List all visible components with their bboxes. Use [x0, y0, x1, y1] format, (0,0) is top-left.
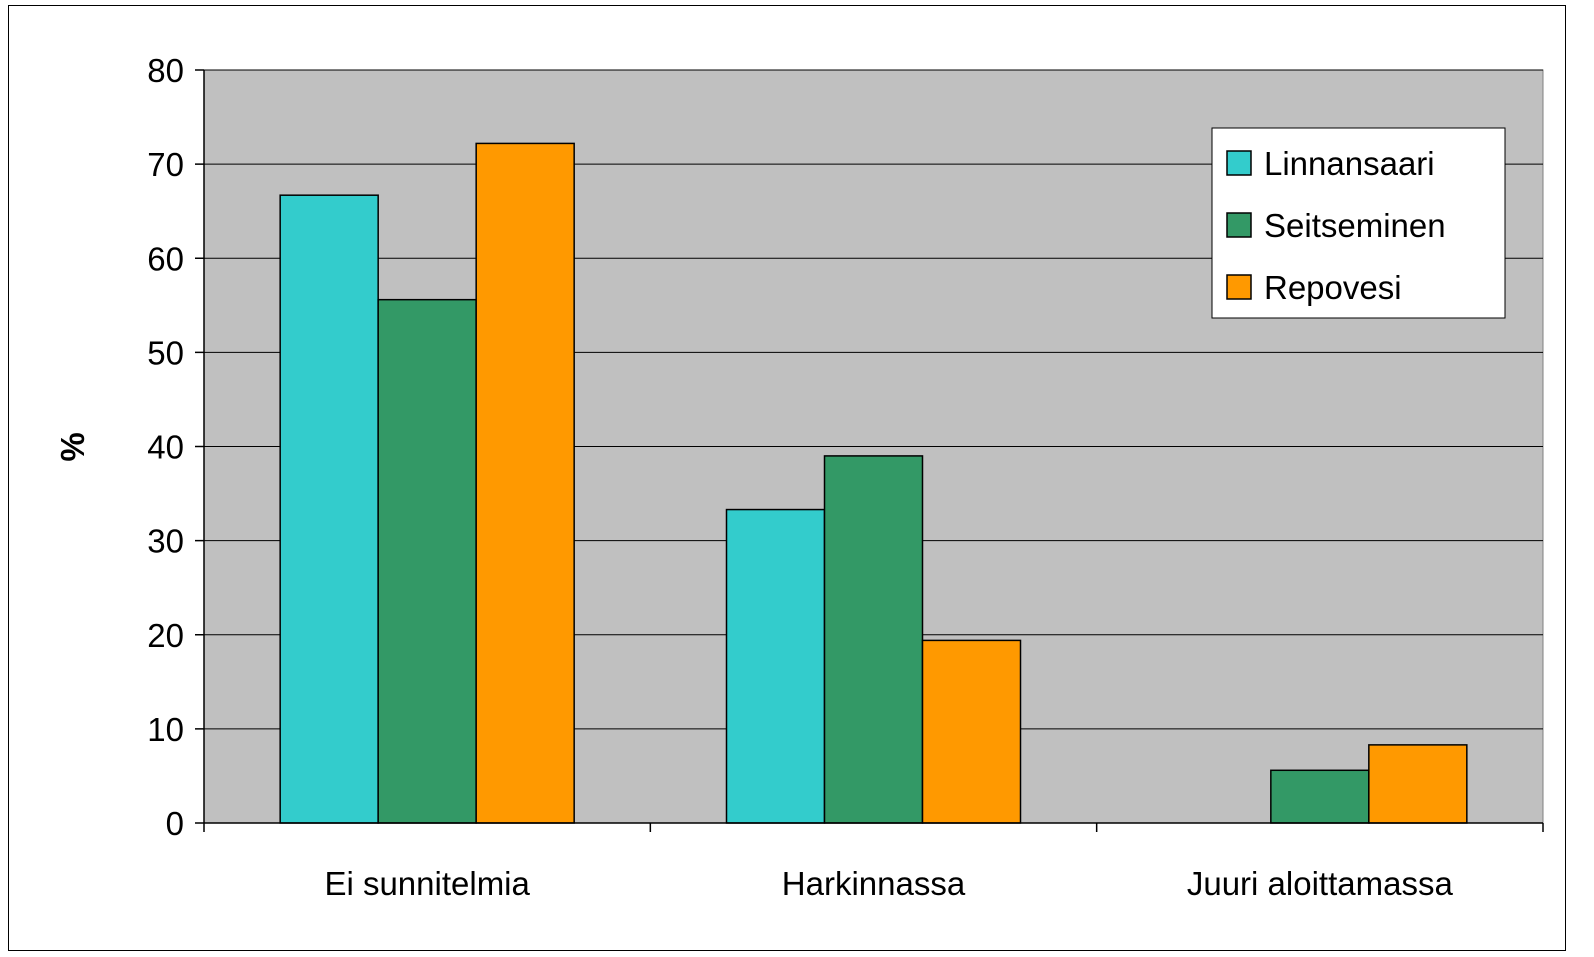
bar-seitseminen: [1270, 769, 1370, 824]
y-tick-label: 40: [147, 429, 184, 466]
bar-linnansaari: [279, 194, 379, 824]
y-tick-label: 20: [147, 617, 184, 654]
y-tick-label: 60: [147, 240, 184, 277]
y-tick-label: 80: [147, 52, 184, 89]
y-tick-label: 10: [147, 711, 184, 748]
bar-seitseminen: [377, 298, 477, 824]
legend-box: [1211, 127, 1506, 319]
y-tick-label: 30: [147, 523, 184, 560]
x-tick-label: Ei sunnitelmia: [324, 865, 530, 902]
legend-label: Linnansaari: [1264, 145, 1435, 182]
legend: Linnansaari Seitseminen Repovesi: [1211, 127, 1506, 319]
bar-repovesi: [921, 639, 1022, 824]
bar-repovesi: [475, 142, 575, 824]
bar-repovesi: [1368, 744, 1468, 824]
bar-linnansaari: [725, 508, 826, 824]
y-axis-ticks: 0 10 20 30 40 50 60 70 80: [147, 52, 204, 842]
bars: [279, 142, 1468, 824]
bar-seitseminen: [823, 455, 924, 824]
legend-swatch-seitseminen: [1226, 212, 1252, 238]
y-tick-label: 70: [147, 146, 184, 183]
y-tick-label: 0: [166, 805, 184, 842]
legend-label: Repovesi: [1264, 269, 1402, 306]
x-tick-label: Harkinnassa: [782, 865, 966, 902]
x-axis-ticks: Ei sunnitelmia Harkinnassa Juuri aloittama…: [203, 823, 1544, 902]
legend-swatch-repovesi: [1226, 274, 1252, 300]
legend-swatch-linnansaari: [1226, 150, 1252, 176]
legend-label: Seitseminen: [1264, 207, 1446, 244]
y-tick-label: 50: [147, 334, 184, 371]
x-tick-label: Juuri aloittamassa: [1187, 865, 1454, 902]
y-axis-title: %: [54, 432, 91, 461]
